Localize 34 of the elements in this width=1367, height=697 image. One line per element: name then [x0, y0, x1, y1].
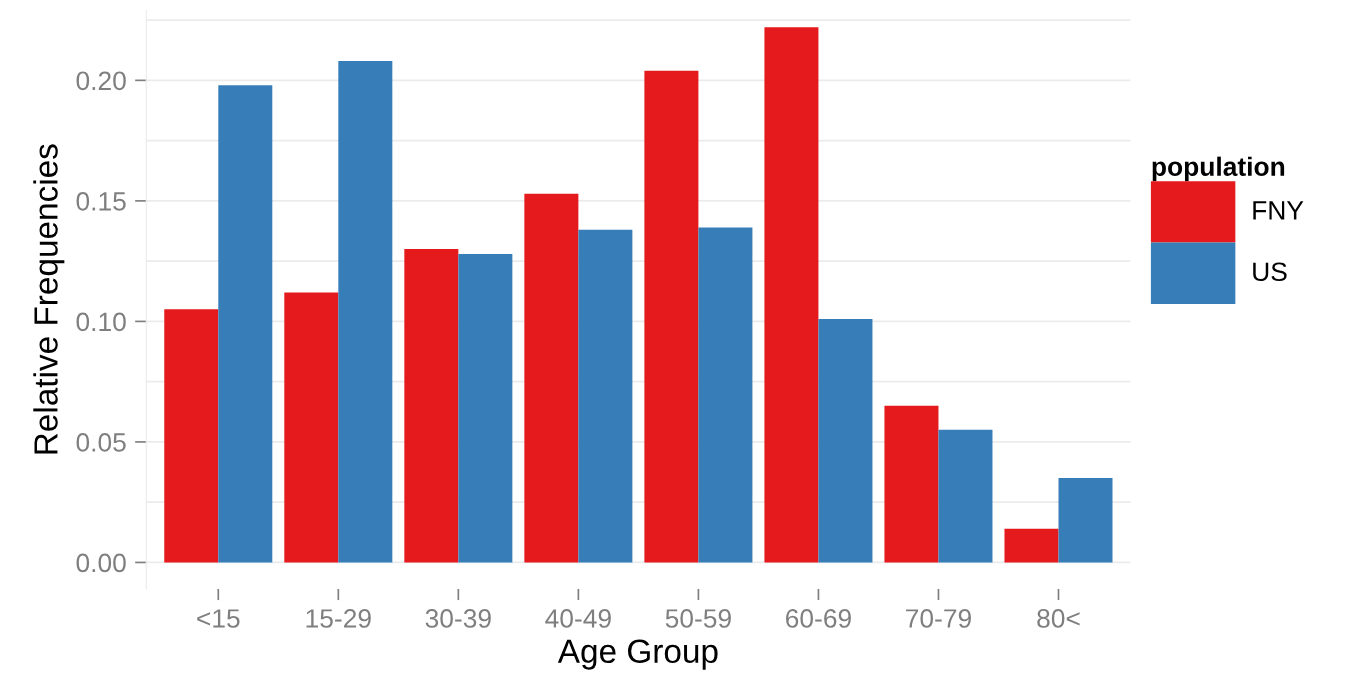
- x-tick-label: <15: [197, 609, 240, 628]
- x-tick-label: 70-79: [906, 609, 971, 628]
- bar: [644, 70, 699, 563]
- bar: [338, 61, 393, 563]
- y-tick-label: 0.10: [76, 312, 126, 332]
- bar: [818, 318, 873, 563]
- legend-title: population: [1152, 156, 1285, 182]
- x-axis-title: Age Group: [557, 639, 718, 670]
- legend-label: US: [1253, 262, 1287, 282]
- x-tick-label: 15-29: [306, 609, 371, 628]
- bar: [164, 309, 219, 563]
- y-tick-label: 0.00: [76, 553, 126, 573]
- legend-label: FNY: [1253, 201, 1304, 220]
- bar: [578, 229, 633, 563]
- x-tick-label: 30-39: [425, 609, 491, 628]
- y-tick-label: 0.05: [76, 433, 126, 452]
- bar: [698, 227, 753, 563]
- bar: [284, 292, 339, 563]
- y-tick-label: 0.20: [76, 71, 126, 91]
- bar: [938, 429, 993, 563]
- bar: [884, 405, 939, 563]
- x-tick-label: 80<: [1037, 609, 1080, 628]
- x-tick-label: 60-69: [786, 609, 851, 628]
- bar: [458, 253, 513, 563]
- bar: [764, 27, 819, 563]
- bar: [1058, 478, 1113, 563]
- bar: [218, 85, 273, 563]
- x-tick-label: 50-59: [665, 609, 731, 628]
- bar: [524, 193, 579, 563]
- bar: [404, 249, 459, 563]
- bar: [1004, 528, 1059, 563]
- x-tick-label: 40-49: [545, 609, 611, 628]
- y-axis-title: Relative Frequencies: [33, 144, 65, 454]
- y-tick-label: 0.15: [76, 192, 126, 211]
